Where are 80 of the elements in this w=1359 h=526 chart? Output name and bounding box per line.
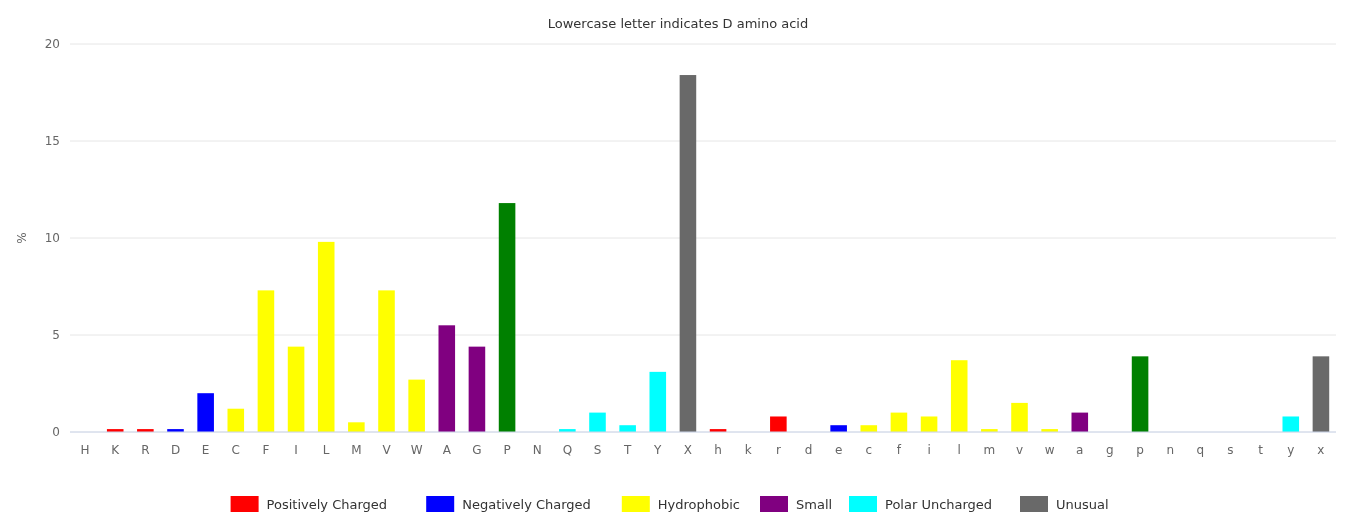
x-tick-label: h	[714, 443, 722, 457]
bar	[227, 408, 245, 432]
bar	[1071, 412, 1089, 432]
bar	[770, 416, 787, 432]
x-tick-label: R	[141, 443, 150, 457]
y-axis-title: %	[15, 232, 29, 244]
x-tick-label: W	[410, 443, 423, 457]
x-tick-label: w	[1044, 443, 1055, 457]
bar	[1131, 356, 1149, 432]
bar	[1011, 402, 1028, 432]
x-tick-label: A	[442, 443, 452, 457]
x-tick-label: n	[1166, 443, 1175, 457]
x-tick-label: d	[804, 443, 813, 457]
x-tick-label: e	[834, 443, 843, 457]
x-tick-label: c	[865, 443, 873, 457]
x-tick-label: s	[1227, 443, 1234, 457]
x-tick-label: x	[1317, 443, 1325, 457]
y-tick-label: 20	[44, 37, 60, 52]
bar	[317, 241, 335, 432]
x-tick-label: S	[593, 443, 602, 457]
bar	[1312, 356, 1330, 432]
bar	[348, 422, 365, 432]
x-tick-label: D	[170, 443, 181, 457]
legend-label: Hydrophobic	[657, 496, 740, 512]
y-tick-label: 10	[44, 231, 60, 246]
bar	[498, 203, 516, 432]
bar	[378, 290, 395, 432]
y-tick-label: 0	[52, 425, 60, 440]
bar	[649, 371, 667, 432]
x-tick-label: I	[294, 443, 298, 457]
x-tick-label: l	[957, 443, 961, 457]
x-tick-label: T	[622, 443, 632, 457]
bar	[860, 425, 878, 432]
x-tick-label: q	[1196, 443, 1205, 457]
bar	[408, 379, 425, 432]
bar	[197, 393, 214, 432]
x-tick-label: H	[80, 443, 90, 457]
bar	[619, 425, 636, 432]
legend-label: Positively Charged	[266, 496, 388, 512]
x-tick-label: a	[1076, 443, 1084, 457]
x-tick-label: r	[775, 443, 781, 457]
x-tick-label: m	[983, 443, 996, 457]
bar	[679, 75, 697, 432]
y-tick-label: 15	[44, 134, 60, 149]
x-tick-label: L	[322, 443, 330, 457]
x-tick-label: p	[1136, 443, 1144, 457]
x-tick-label: M	[351, 443, 362, 457]
bar	[920, 416, 938, 432]
chart-title: Lowercase letter indicates D amino acid	[547, 16, 809, 31]
x-tick-label: k	[744, 443, 752, 457]
legend-label: Unusual	[1056, 496, 1109, 512]
x-tick-label: f	[896, 443, 902, 457]
x-tick-label: G	[472, 443, 482, 457]
x-tick-label: C	[231, 443, 240, 457]
legend-label: Polar Uncharged	[885, 496, 993, 512]
x-tick-label: Q	[562, 443, 573, 457]
x-tick-label: N	[532, 443, 542, 457]
bar	[950, 360, 968, 432]
x-tick-label: P	[503, 443, 511, 457]
bar	[438, 325, 456, 432]
legend-label: Small	[796, 496, 833, 512]
legend-label: Negatively Charged	[462, 496, 591, 512]
x-tick-label: F	[262, 443, 270, 457]
bar	[468, 346, 486, 432]
x-tick-label: K	[111, 443, 121, 457]
bar	[830, 425, 847, 432]
x-tick-label: X	[683, 443, 693, 457]
x-tick-label: g	[1106, 443, 1114, 457]
y-tick-label: 5	[52, 328, 60, 343]
x-tick-label: V	[382, 443, 392, 457]
bar	[287, 346, 305, 432]
x-tick-label: i	[927, 443, 931, 457]
x-tick-label: Y	[653, 443, 663, 457]
bar	[1282, 416, 1300, 432]
x-tick-label: t	[1258, 443, 1264, 457]
bar	[257, 290, 275, 432]
x-tick-label: y	[1287, 443, 1295, 457]
x-tick-label: E	[201, 443, 210, 457]
x-tick-label: v	[1015, 443, 1024, 457]
bar	[589, 412, 606, 432]
